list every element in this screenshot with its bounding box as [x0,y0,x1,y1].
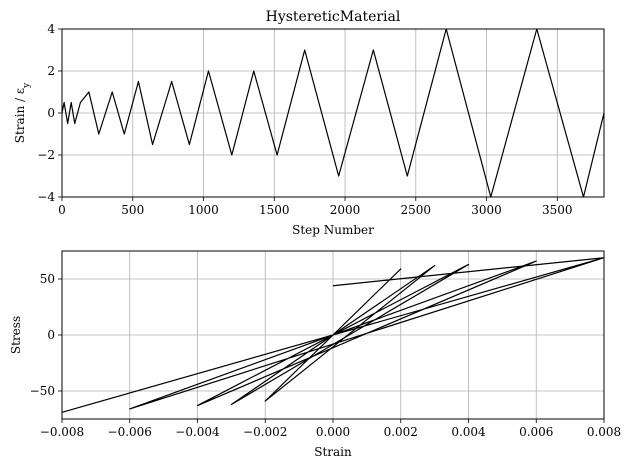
x-tick-label: 1500 [259,203,290,217]
x-tick-label: 3000 [471,203,502,217]
top-ticks: 0 500 1000 1500 2000 2500 3000 3500 −4 −2 0 2 4 [37,22,572,217]
y-tick-label: 0 [47,106,55,120]
y-tick-label: −2 [37,148,55,162]
x-tick-label: 1000 [188,203,219,217]
x-tick-label: 0.006 [519,425,553,439]
top-y-axis-label: Strain / εy [13,82,32,143]
strain-history-line [61,28,605,198]
top-y-axis-label-sub: y [22,82,32,89]
x-tick-label: 0.002 [384,425,418,439]
hysteresis-loop-line [61,257,605,413]
x-tick-label: −0.004 [175,425,220,439]
y-tick-label: 50 [40,272,55,286]
y-tick-label: 4 [47,22,55,36]
x-tick-label: −0.008 [40,425,84,439]
bottom-ticks: −0.008 −0.006 −0.004 −0.002 0.000 0.002 0.004 0… [30,272,622,439]
x-tick-label: 2500 [401,203,432,217]
top-grid [61,28,604,198]
bottom-y-axis-label: Stress [9,316,23,354]
x-tick-label: 0.008 [587,425,621,439]
x-tick-label: 500 [121,203,144,217]
strain-history-chart: 0 500 1000 1500 2000 2500 3000 3500 −4 −2 0 2 4 Hyst… [13,9,605,237]
y-tick-label: 2 [47,64,55,78]
y-tick-label: −50 [30,384,55,398]
top-y-axis-label-main: Strain / ε [13,88,27,143]
y-tick-label: −4 [37,190,55,204]
x-tick-label: −0.006 [108,425,152,439]
bottom-x-axis-label: Strain [314,445,352,459]
x-tick-label: −0.002 [243,425,287,439]
y-tick-label: 0 [47,328,55,342]
top-chart-title: HystereticMaterial [266,9,401,25]
top-x-axis-label: Step Number [292,223,374,237]
x-tick-label: 2000 [330,203,361,217]
x-tick-label: 0.004 [451,425,486,439]
x-tick-label: 0 [58,203,66,217]
x-tick-label: 0.000 [316,425,350,439]
x-tick-label: 3500 [542,203,573,217]
hysteresis-chart: −0.008 −0.006 −0.004 −0.002 0.000 0.002 0.004 0… [9,250,622,459]
